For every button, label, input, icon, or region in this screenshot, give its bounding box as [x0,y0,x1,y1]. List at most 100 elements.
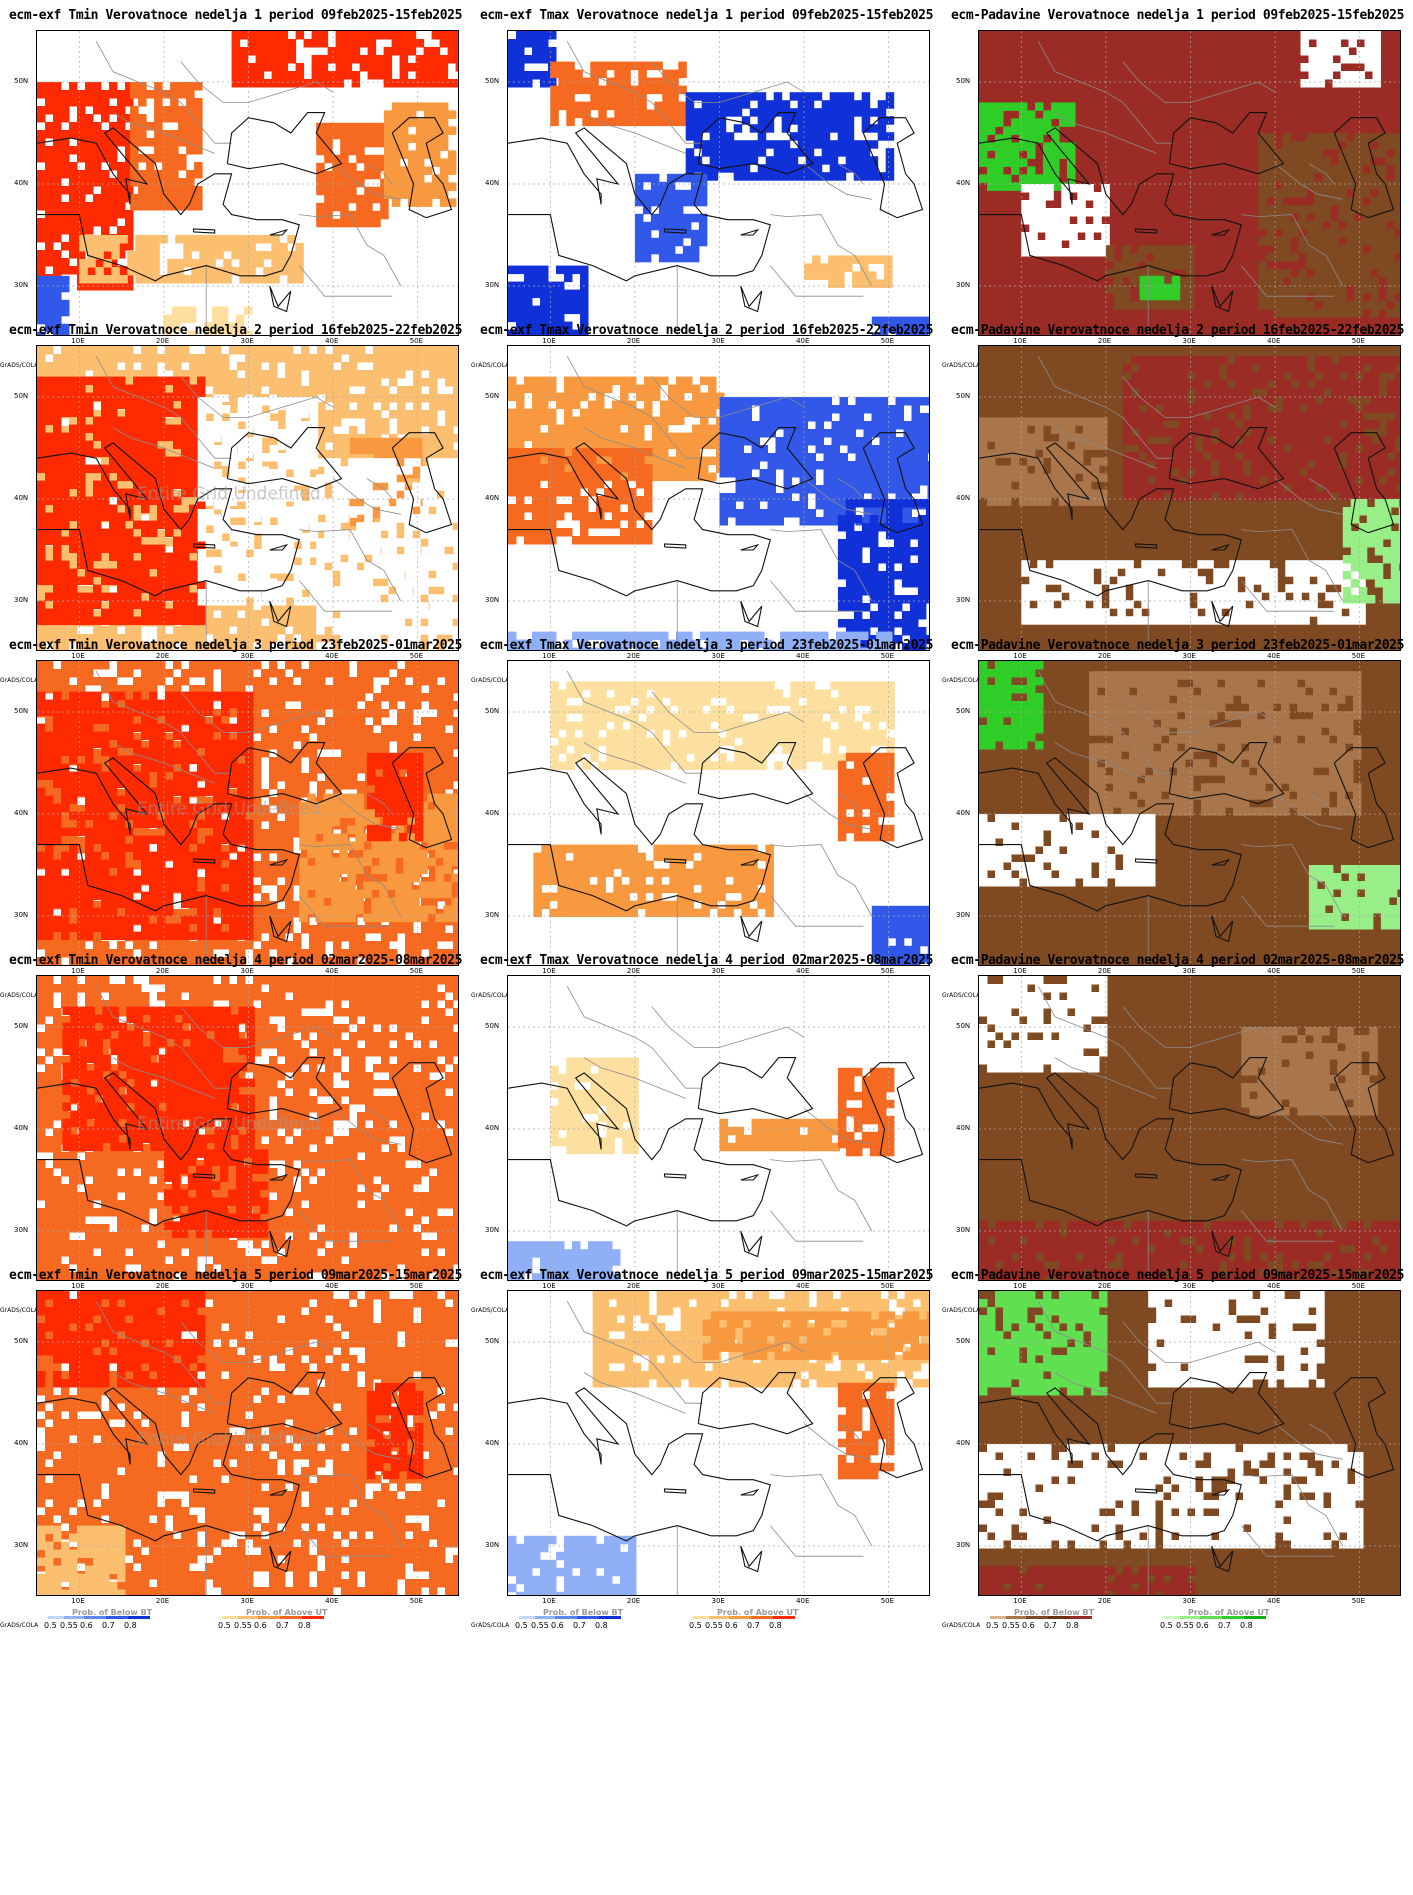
latitude-label: 50N [956,1022,971,1030]
legend-level-label: 0.8 [298,1621,311,1630]
coastline [979,442,1242,597]
undefined-grid-label: Entire Grid Undefined [137,484,321,504]
latitude-label: 40N [956,1439,971,1447]
coastline [1333,1377,1395,1479]
longitude-label: 10E [542,967,556,975]
longitude-label: 40E [1267,652,1281,660]
panel-title: ecm-exf Tmax Verovatnoce nedelja 2 perio… [479,323,934,338]
probability-region [383,102,457,207]
probability-region [1089,671,1362,816]
probability-region [719,1118,840,1152]
coastline [1168,427,1285,490]
legend-level-label: 0.6 [1022,1621,1035,1630]
map-panel-prec-week-3: ecm-Padavine Verovatnoce nedelja 3 perio… [942,630,1413,1009]
probability-region [634,173,708,263]
coastline [269,858,289,866]
grads-credit: GrADS/COLA [942,362,981,369]
latitude-label: 40N [956,179,971,187]
coastline [1211,1545,1234,1573]
country-border [566,671,703,774]
latitude-label: 50N [956,1337,971,1345]
probability-region [316,122,389,228]
coastline [226,742,343,805]
latitude-label: 30N [956,281,971,289]
country-border [769,895,864,927]
longitude-label: 30E [1182,337,1196,345]
longitude-label: 40E [1267,967,1281,975]
longitude-label: 30E [240,967,254,975]
legend-level-label: 0.7 [102,1621,115,1630]
coastline [391,117,453,219]
latitude-label: 40N [14,809,29,817]
coastline [1333,1062,1395,1164]
latitude-label: 30N [485,1226,500,1234]
country-border [837,1108,864,1130]
latitude-label: 30N [14,596,29,604]
coastline [1134,543,1158,549]
probability-region [979,1566,1196,1595]
map-panel-tmin-week-4: ecm-exf Tmin Verovatnoce nedelja 4 perio… [0,945,471,1324]
map-panel-prec-week-5: ecm-Padavine Verovatnoce nedelja 5 perio… [942,1260,1413,1639]
longitude-label: 10E [71,967,85,975]
coastline [192,1488,216,1494]
legend-swatch [1048,1616,1070,1619]
longitude-label: 20E [626,337,641,345]
map-area [507,975,930,1281]
probability-field [508,976,929,1280]
coastline [508,1072,771,1227]
coastline [862,117,924,219]
country-border [366,793,393,815]
country-border [566,41,703,144]
latitude-label: 40N [956,494,971,502]
panel-title: ecm-exf Tmax Verovatnoce nedelja 3 perio… [479,638,934,653]
legend-swatch [990,1616,1006,1619]
country-border [837,478,864,500]
country-border [769,1210,864,1242]
coastline [192,858,216,864]
country-border [298,265,393,297]
coastline [1168,742,1285,805]
coastline [1134,1173,1158,1179]
coastline [697,112,814,175]
probability-region [508,31,557,88]
country-border [1241,1474,1344,1547]
coastline [192,228,216,234]
coastline [862,747,924,849]
graticule [37,976,458,1280]
probability-region [871,316,929,335]
panel-title: ecm-exf Tmax Verovatnoce nedelja 5 perio… [479,1268,934,1283]
coastline [1211,858,1231,866]
legend-title: Prob. of Above UT [717,1608,799,1617]
country-border [180,376,334,418]
probability-region [1258,133,1400,318]
country-border [95,986,232,1089]
grads-credit: GrADS/COLA [0,1307,39,1314]
country-border [803,1423,872,1460]
latitude-label: 30N [14,911,29,919]
country-border [1274,163,1343,200]
probability-region [837,1382,895,1480]
legend-swatch [302,1616,324,1619]
graticule [37,1291,458,1595]
legend-level-label: 0.6 [254,1621,267,1630]
grads-credit: GrADS/COLA [471,1622,510,1629]
country-border [1122,376,1276,418]
country-border [837,163,864,185]
probability-field [508,661,929,965]
grads-credit: GrADS/COLA [471,1307,510,1314]
coastline [192,1173,216,1179]
longitude-label: 30E [240,1597,254,1605]
legend-swatch [535,1616,555,1619]
graticule [508,346,929,650]
probability-region [1241,1027,1378,1116]
coastline [269,1545,292,1573]
longitude-label: 20E [626,1282,641,1290]
coastline [508,127,771,282]
country-border [332,1108,401,1145]
undefined-grid-label: Entire Grid Undefined [137,799,321,819]
legend-level-label: 0.7 [1044,1621,1057,1630]
map-panel-tmin-week-2: ecm-exf Tmin Verovatnoce nedelja 2 perio… [0,315,471,694]
longitude-label: 40E [796,1282,810,1290]
country-border [1054,1057,1157,1099]
country-border [1122,61,1276,103]
